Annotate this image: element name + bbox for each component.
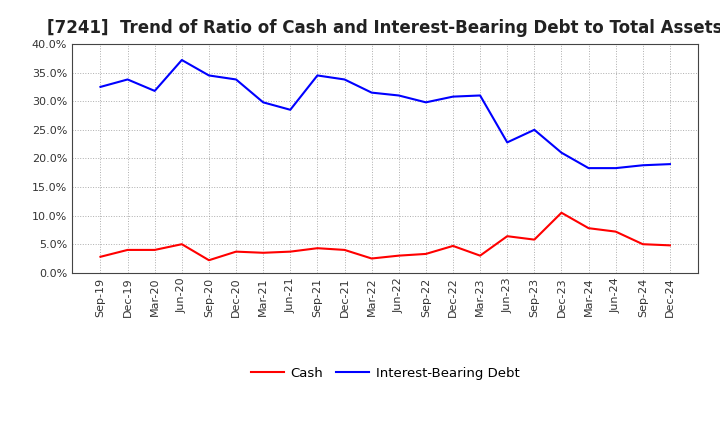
Cash: [503, 234, 511, 239]
Interest-Bearing Debt: [449, 94, 457, 99]
Interest-Bearing Debt: [232, 77, 240, 82]
Interest-Bearing Debt: [286, 107, 294, 112]
Interest-Bearing Debt: [557, 150, 566, 155]
Interest-Bearing Debt: [584, 165, 593, 171]
Cash: [178, 242, 186, 247]
Interest-Bearing Debt: [421, 100, 430, 105]
Legend: Cash, Interest-Bearing Debt: Cash, Interest-Bearing Debt: [246, 362, 525, 385]
Line: Interest-Bearing Debt: Interest-Bearing Debt: [101, 60, 670, 168]
Interest-Bearing Debt: [178, 57, 186, 62]
Cash: [557, 210, 566, 215]
Cash: [584, 226, 593, 231]
Interest-Bearing Debt: [341, 77, 349, 82]
Cash: [449, 243, 457, 249]
Cash: [395, 253, 403, 258]
Interest-Bearing Debt: [530, 127, 539, 132]
Cash: [421, 251, 430, 257]
Cash: [313, 246, 322, 251]
Interest-Bearing Debt: [96, 84, 105, 89]
Interest-Bearing Debt: [611, 165, 620, 171]
Interest-Bearing Debt: [367, 90, 376, 95]
Cash: [665, 243, 674, 248]
Cash: [259, 250, 268, 255]
Interest-Bearing Debt: [123, 77, 132, 82]
Interest-Bearing Debt: [150, 88, 159, 94]
Cash: [232, 249, 240, 254]
Interest-Bearing Debt: [313, 73, 322, 78]
Cash: [367, 256, 376, 261]
Cash: [96, 254, 105, 260]
Cash: [150, 247, 159, 253]
Cash: [341, 247, 349, 253]
Interest-Bearing Debt: [204, 73, 213, 78]
Interest-Bearing Debt: [395, 93, 403, 98]
Cash: [611, 229, 620, 234]
Cash: [530, 237, 539, 242]
Cash: [123, 247, 132, 253]
Line: Cash: Cash: [101, 213, 670, 260]
Interest-Bearing Debt: [665, 161, 674, 167]
Interest-Bearing Debt: [503, 140, 511, 145]
Title: [7241]  Trend of Ratio of Cash and Interest-Bearing Debt to Total Assets: [7241] Trend of Ratio of Cash and Intere…: [48, 19, 720, 37]
Interest-Bearing Debt: [639, 163, 647, 168]
Cash: [204, 257, 213, 263]
Cash: [286, 249, 294, 254]
Interest-Bearing Debt: [259, 100, 268, 105]
Cash: [639, 242, 647, 247]
Interest-Bearing Debt: [476, 93, 485, 98]
Cash: [476, 253, 485, 258]
